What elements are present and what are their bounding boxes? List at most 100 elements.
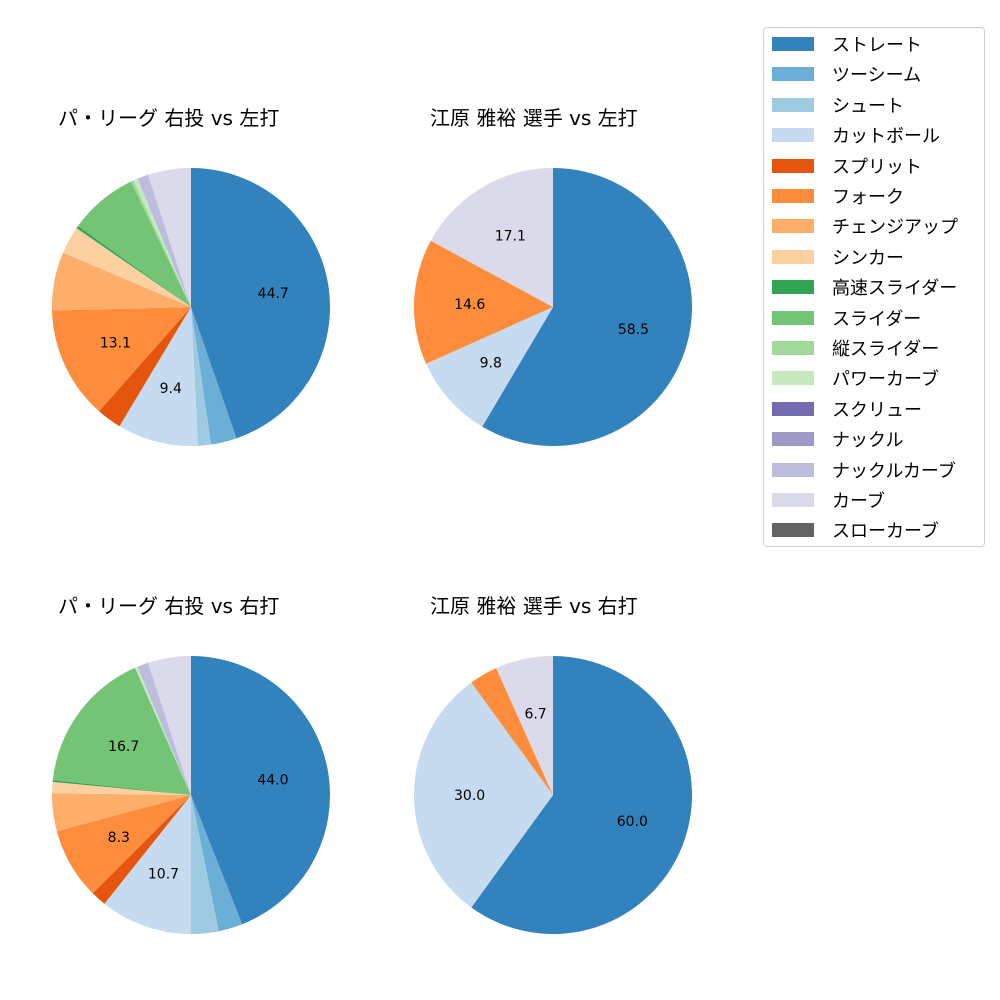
legend-item: チェンジアップ bbox=[772, 215, 958, 239]
pie-slice bbox=[471, 656, 693, 935]
legend-item: スローカーブ bbox=[772, 519, 939, 543]
legend-label: スローカーブ bbox=[832, 521, 939, 543]
pie-slice bbox=[191, 168, 331, 439]
chart-title: 江原 雅裕 選手 vs 左打 bbox=[430, 106, 638, 130]
legend-label: ナックルカーブ bbox=[832, 460, 956, 482]
legend-swatch bbox=[772, 189, 814, 203]
pie-slice bbox=[131, 180, 191, 307]
legend-label: ナックル bbox=[832, 430, 904, 452]
pie-slice bbox=[99, 307, 191, 427]
pie-slice bbox=[104, 795, 191, 935]
pie-slice bbox=[471, 668, 553, 795]
legend-label: スプリット bbox=[832, 156, 922, 178]
legend-item: ナックルカーブ bbox=[772, 459, 956, 482]
legend-label: カーブ bbox=[832, 491, 885, 512]
legend-item: パワーカーブ bbox=[772, 367, 939, 391]
legend-item: 縦スライダー bbox=[772, 337, 940, 360]
slice-value-label: 9.8 bbox=[480, 356, 502, 372]
legend-item: ストレート bbox=[772, 33, 922, 56]
legend-swatch bbox=[772, 158, 814, 173]
legend-item: スクリュー bbox=[772, 398, 922, 421]
chart-title: 江原 雅裕 選手 vs 右打 bbox=[430, 594, 638, 618]
chart-title: パ・リーグ 右投 vs 左打 bbox=[58, 106, 280, 130]
slice-value-label: 14.6 bbox=[454, 297, 485, 313]
pie-slice bbox=[52, 781, 192, 795]
legend-swatch bbox=[772, 128, 814, 143]
pie-slice bbox=[482, 168, 692, 446]
chart-title: パ・リーグ 右投 vs 右打 bbox=[58, 594, 280, 618]
slice-value-label: 6.7 bbox=[524, 706, 546, 722]
slice-value-label: 60.0 bbox=[617, 814, 648, 830]
pie-slice bbox=[191, 307, 237, 445]
pie-slice bbox=[148, 656, 191, 795]
legend-swatch bbox=[772, 280, 814, 295]
legend-swatch bbox=[772, 341, 814, 355]
slice-value-label: 44.0 bbox=[257, 772, 288, 788]
pie-slice bbox=[133, 178, 191, 307]
slice-value-label: 9.4 bbox=[160, 381, 182, 397]
legend-item: ツーシーム bbox=[772, 63, 921, 86]
slice-value-label: 13.1 bbox=[100, 335, 131, 351]
pie-slice bbox=[414, 240, 553, 364]
legend-item: シュート bbox=[772, 94, 904, 117]
legend-label: 縦スライダー bbox=[832, 339, 940, 360]
legend-swatch bbox=[772, 371, 814, 386]
legend-swatch bbox=[772, 432, 814, 447]
pie-slice bbox=[414, 682, 553, 908]
slice-value-label: 58.5 bbox=[618, 322, 649, 338]
slice-value-label: 8.3 bbox=[108, 830, 130, 846]
pie-slice bbox=[52, 793, 191, 832]
legend-swatch bbox=[772, 462, 814, 477]
legend-swatch bbox=[772, 37, 814, 51]
legend-swatch bbox=[772, 67, 814, 82]
legend-swatch bbox=[772, 493, 814, 507]
pie-slice bbox=[137, 174, 191, 307]
pie-slice bbox=[56, 795, 191, 894]
legend-item: カーブ bbox=[772, 489, 885, 512]
legend-label: フォーク bbox=[832, 187, 904, 208]
legend-item: スライダー bbox=[772, 307, 922, 330]
legend-item: 高速スライダー bbox=[772, 276, 958, 300]
legend-swatch bbox=[772, 523, 814, 538]
legend-item: カットボール bbox=[772, 124, 940, 148]
pie-slice bbox=[52, 307, 191, 412]
pie-slice bbox=[426, 307, 553, 427]
legend-label: 高速スライダー bbox=[832, 278, 958, 300]
pie-slice bbox=[191, 795, 243, 932]
legend-label: チェンジアップ bbox=[832, 217, 958, 239]
legend-swatch bbox=[772, 249, 814, 264]
legend-label: ストレート bbox=[832, 35, 922, 56]
pie-slice bbox=[137, 662, 191, 795]
legend-label: スライダー bbox=[832, 308, 922, 330]
pie-slice bbox=[191, 795, 219, 935]
pie-slice bbox=[52, 252, 191, 311]
slice-value-label: 17.1 bbox=[495, 228, 526, 244]
pie-slice bbox=[63, 228, 192, 307]
pie-slice bbox=[496, 656, 553, 795]
legend-label: パワーカーブ bbox=[832, 369, 939, 391]
pie-slice bbox=[78, 181, 191, 307]
slice-value-label: 30.0 bbox=[454, 788, 485, 804]
slice-value-label: 44.7 bbox=[258, 286, 289, 302]
pie-slice bbox=[92, 795, 191, 904]
slice-value-label: 10.7 bbox=[148, 867, 179, 883]
legend-swatch bbox=[772, 401, 814, 416]
legend-item: ナックル bbox=[772, 428, 904, 452]
legend-label: シンカー bbox=[832, 247, 904, 269]
legend-swatch bbox=[772, 97, 814, 112]
legend-swatch bbox=[772, 310, 814, 325]
legend-label: カットボール bbox=[832, 126, 940, 148]
pie-slice bbox=[148, 168, 191, 307]
slice-value-label: 16.7 bbox=[108, 739, 139, 755]
pie-slice bbox=[430, 168, 553, 307]
pie-slice bbox=[119, 307, 198, 446]
legend-item: シンカー bbox=[772, 246, 904, 269]
legend-item: フォーク bbox=[772, 185, 904, 208]
pie-slice bbox=[76, 226, 191, 307]
pie-slice bbox=[134, 666, 191, 795]
pie-slice bbox=[52, 667, 191, 795]
pie-slice bbox=[52, 780, 192, 795]
legend-label: スクリュー bbox=[832, 399, 922, 421]
legend: ストレートツーシームシュートカットボール スプリットフォークチェンジアップ シンカー… bbox=[763, 27, 985, 547]
